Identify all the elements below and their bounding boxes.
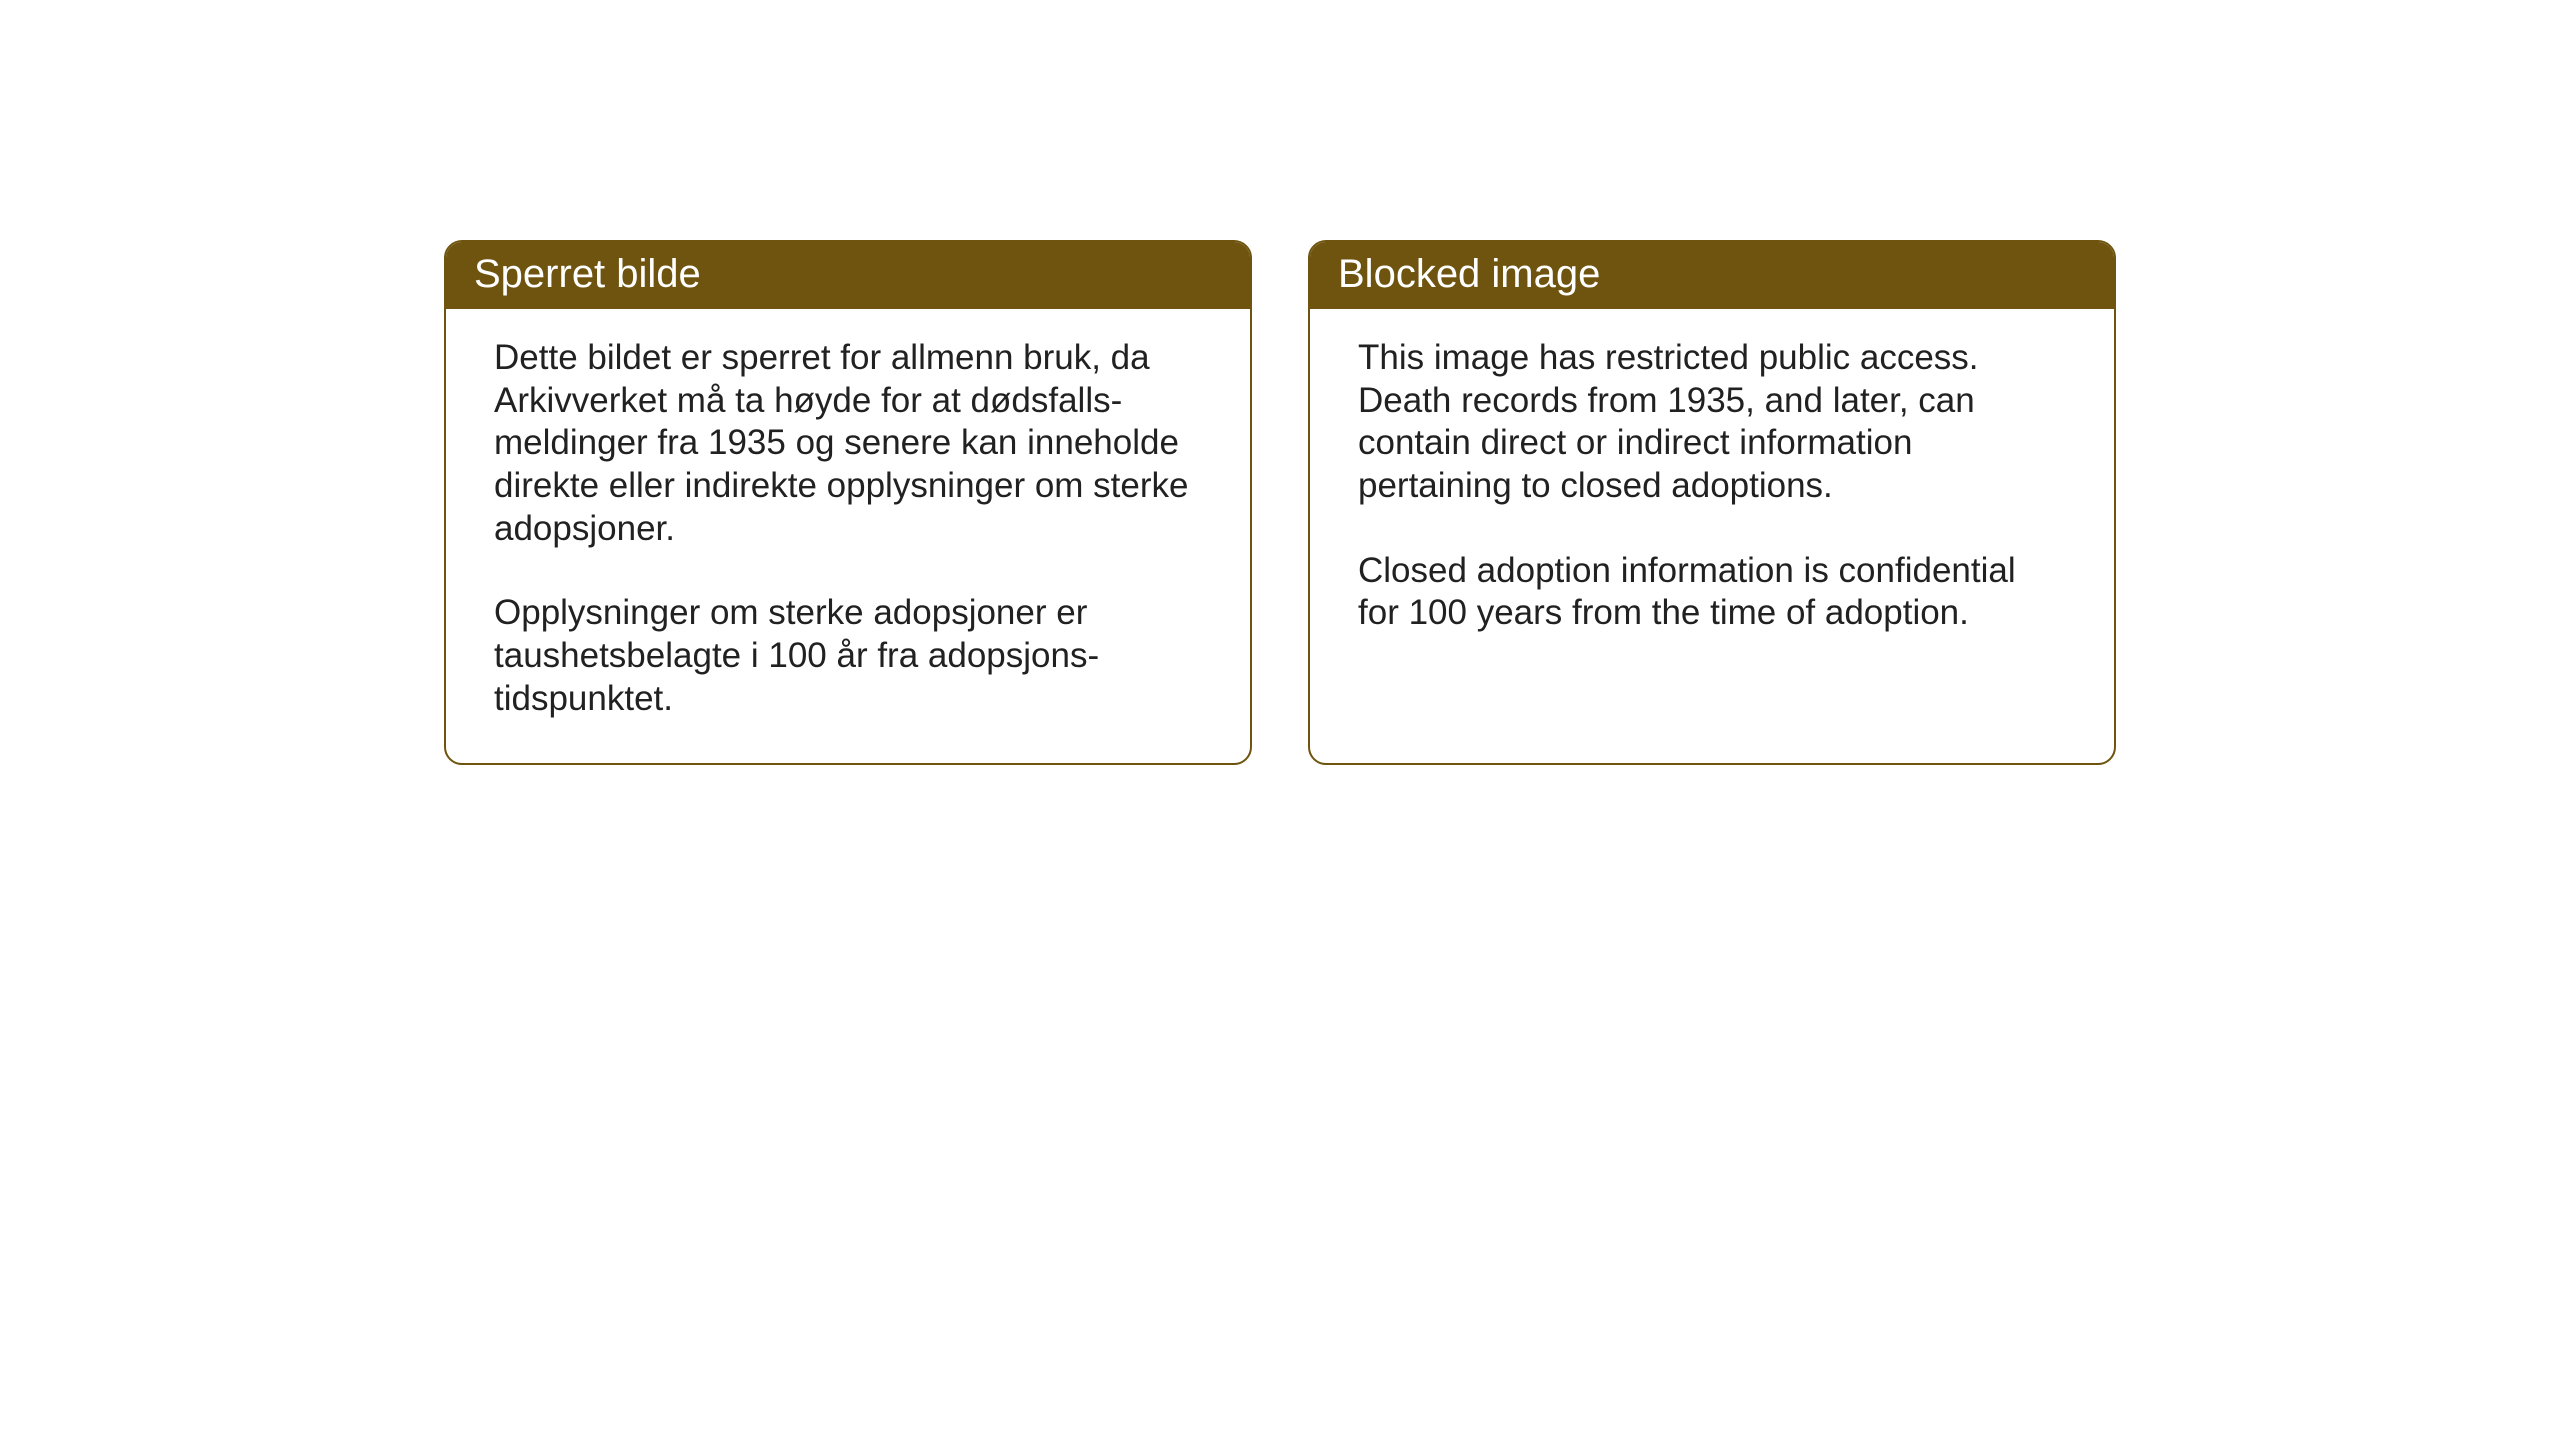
- notice-card-norwegian: Sperret bilde Dette bildet er sperret fo…: [444, 240, 1252, 765]
- notice-title-english: Blocked image: [1310, 242, 2114, 309]
- notice-title-norwegian: Sperret bilde: [446, 242, 1250, 309]
- notice-container: Sperret bilde Dette bildet er sperret fo…: [444, 240, 2116, 765]
- notice-body-english: This image has restricted public access.…: [1310, 309, 2114, 677]
- notice-text-no-p2: Opplysninger om sterke adopsjoner er tau…: [494, 592, 1202, 720]
- notice-text-no-p1: Dette bildet er sperret for allmenn bruk…: [494, 337, 1202, 550]
- notice-text-en-p1: This image has restricted public access.…: [1358, 337, 2066, 508]
- notice-text-en-p2: Closed adoption information is confident…: [1358, 550, 2066, 635]
- notice-card-english: Blocked image This image has restricted …: [1308, 240, 2116, 765]
- notice-body-norwegian: Dette bildet er sperret for allmenn bruk…: [446, 309, 1250, 763]
